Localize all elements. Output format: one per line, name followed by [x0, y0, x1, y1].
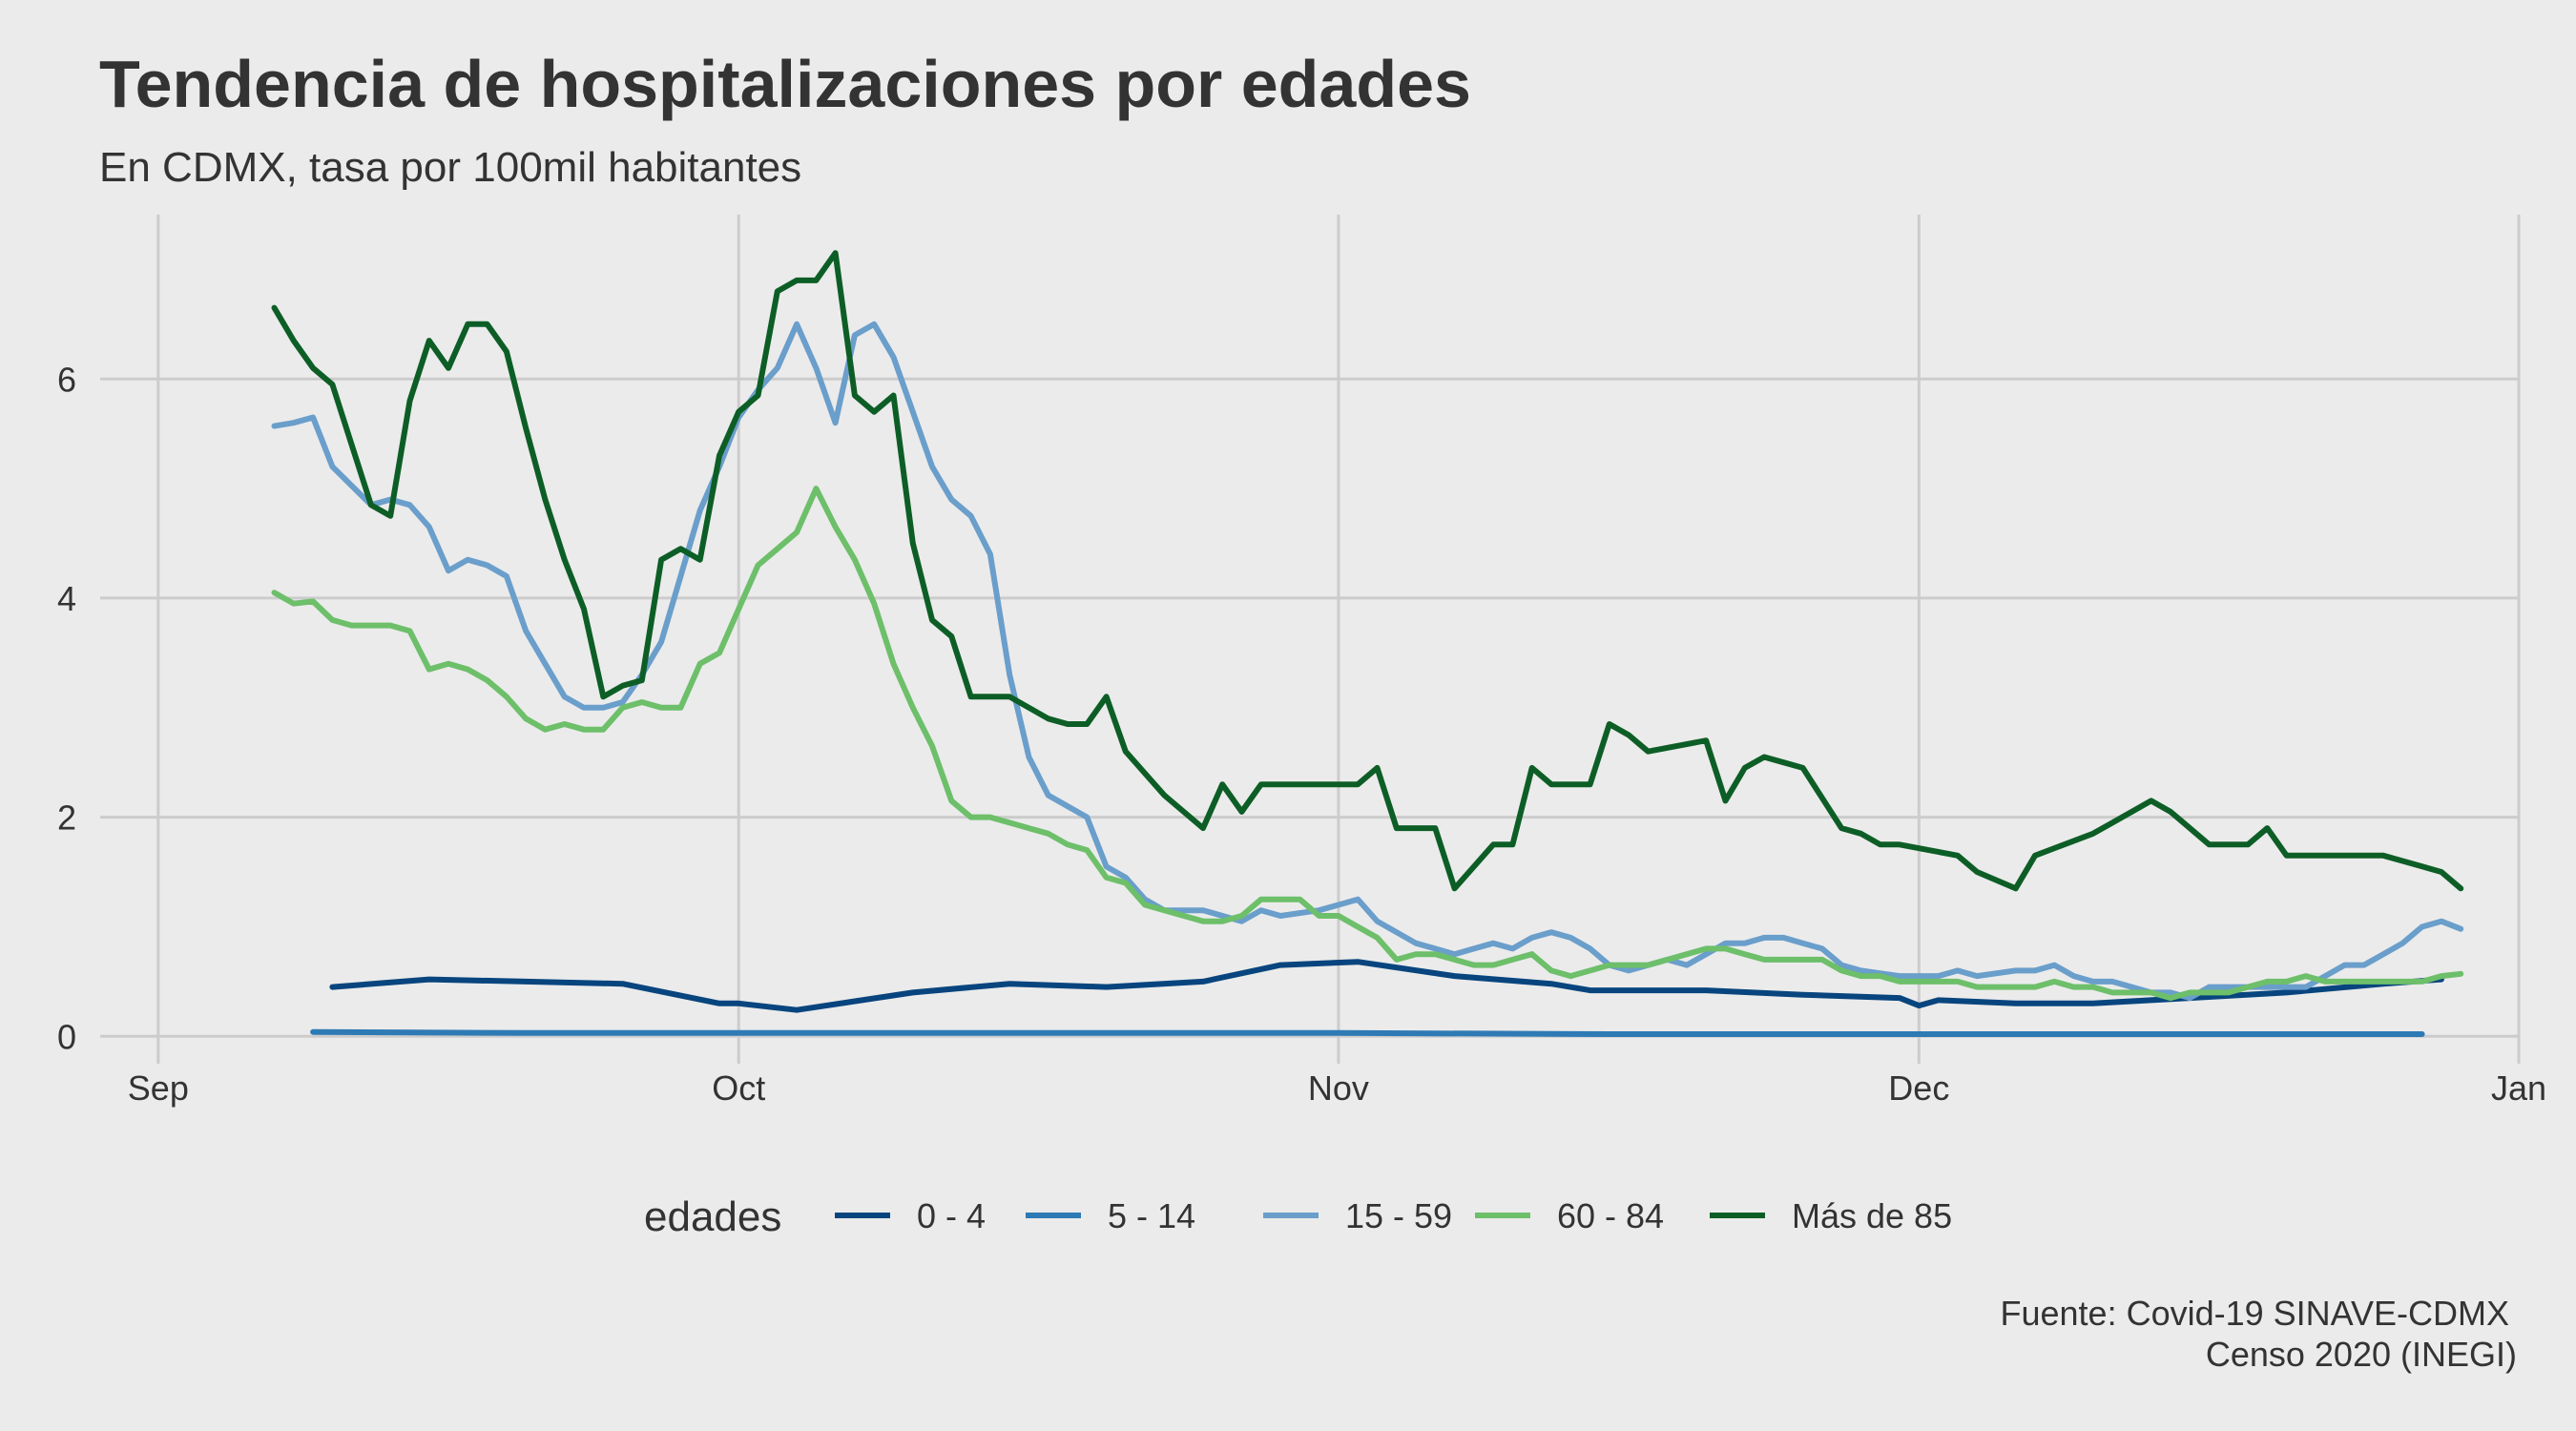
x-tick-label: Sep [128, 1068, 189, 1108]
legend-items: 0 - 4 5 - 14 15 - 59 60 - 84 Más de 85 [835, 1196, 1952, 1235]
series-line-5 [271, 250, 2464, 892]
legend-item-2: 5 - 14 [1026, 1196, 1195, 1235]
chart-title: Tendencia de hospitalizaciones por edade… [99, 47, 1471, 121]
legend-label: 60 - 84 [1557, 1196, 1664, 1235]
x-tick-label: Jan [2491, 1068, 2546, 1108]
legend-label: Más de 85 [1792, 1196, 1952, 1235]
legend-label: 0 - 4 [917, 1196, 986, 1235]
legend-label: 5 - 14 [1108, 1196, 1195, 1235]
y-axis-ticks: 0 2 4 6 [57, 360, 76, 1056]
x-tick-label: Dec [1888, 1068, 1949, 1108]
legend-item-3: 15 - 59 [1263, 1196, 1452, 1235]
y-tick-label: 4 [57, 579, 76, 618]
legend-item-4: 60 - 84 [1475, 1196, 1664, 1235]
caption-census: Censo 2020 (INEGI) [2206, 1335, 2517, 1374]
legend: edades 0 - 4 5 - 14 15 - 59 60 - 84 Más de 8… [644, 1193, 1952, 1240]
series-line-2 [310, 1028, 2425, 1037]
series-line-3 [271, 321, 2464, 1002]
series-line-4 [271, 486, 2464, 1002]
y-tick-label: 2 [57, 798, 76, 838]
legend-label: 15 - 59 [1345, 1196, 1452, 1235]
x-axis-ticks: Sep Oct Nov Dec Jan [128, 1068, 2546, 1108]
x-tick-label: Nov [1308, 1068, 1369, 1108]
legend-item-5: Más de 85 [1710, 1196, 1952, 1235]
x-tick-label: Oct [712, 1068, 765, 1108]
series-lines [271, 250, 2464, 1037]
legend-title: edades [644, 1193, 781, 1240]
legend-item-1: 0 - 4 [835, 1196, 986, 1235]
caption-source: Fuente: Covid-19 SINAVE-CDMX [2000, 1294, 2509, 1333]
chart-subtitle: En CDMX, tasa por 100mil habitantes [99, 144, 801, 191]
series-line-1 [329, 959, 2444, 1013]
y-tick-label: 0 [57, 1017, 76, 1056]
y-tick-label: 6 [57, 360, 76, 399]
